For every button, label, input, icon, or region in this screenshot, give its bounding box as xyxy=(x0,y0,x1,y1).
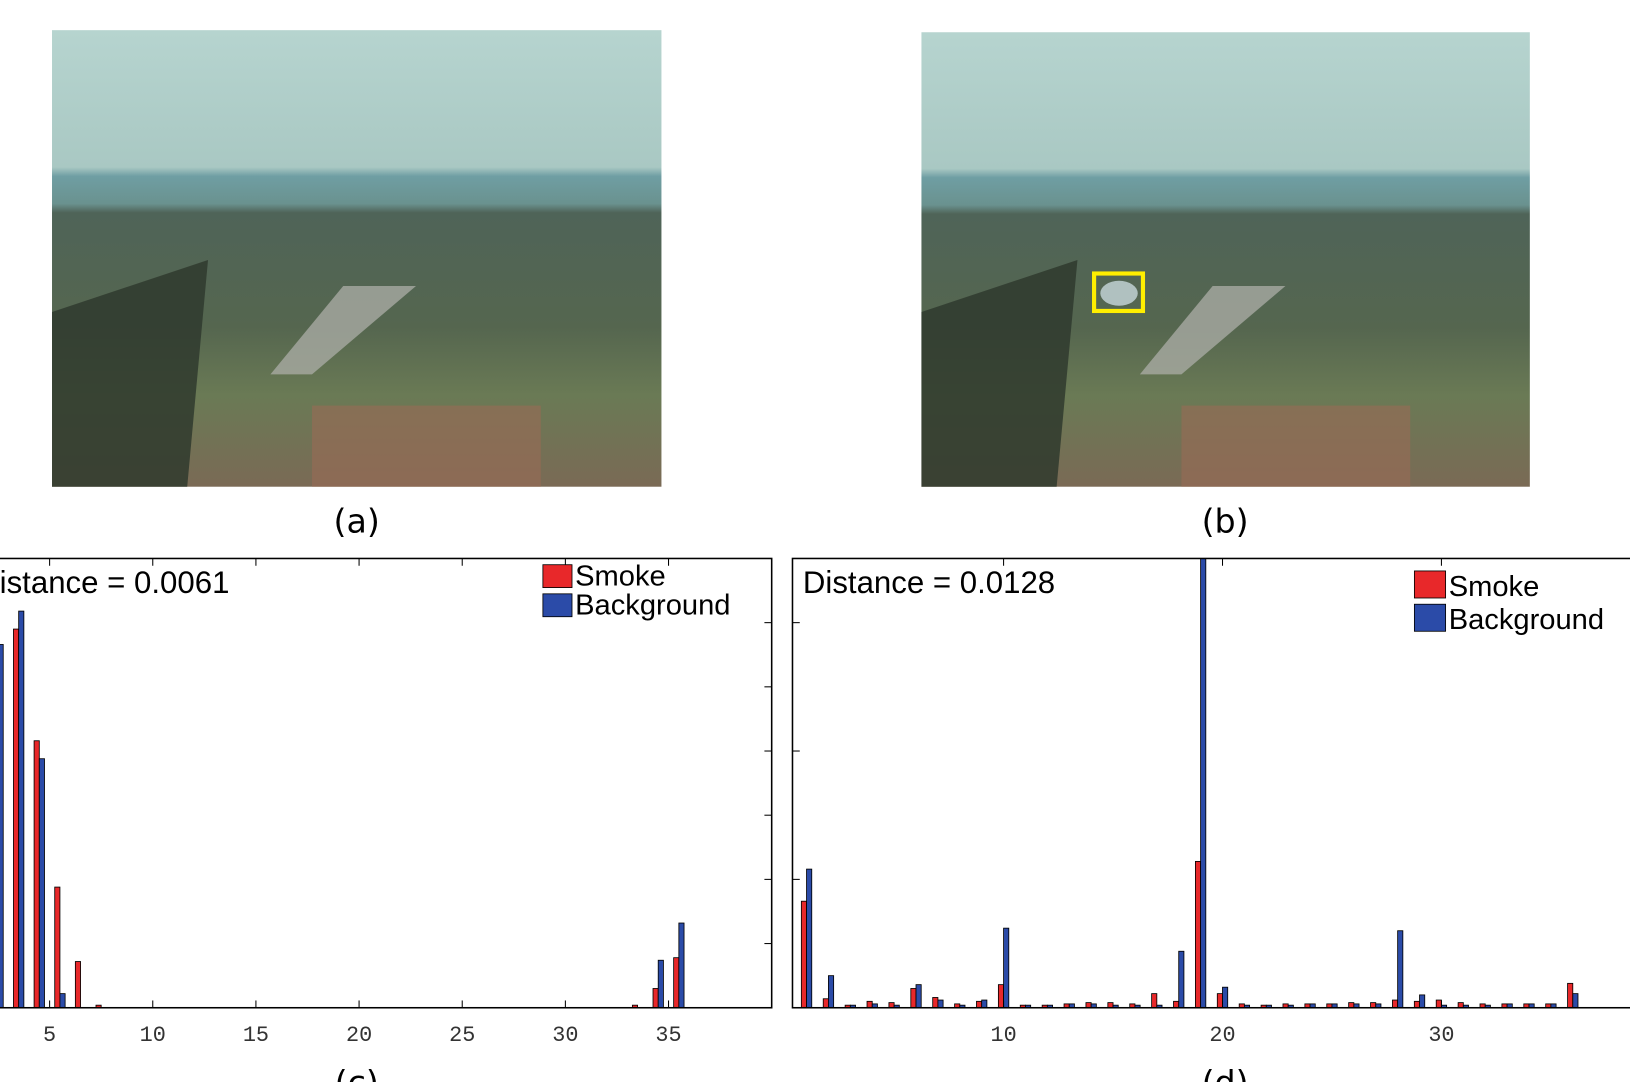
bar xyxy=(33,740,40,1009)
x-tick-label: 30 xyxy=(552,1023,578,1048)
bar xyxy=(800,900,807,1009)
bar xyxy=(1003,927,1010,1009)
bar xyxy=(915,984,922,1009)
bar xyxy=(678,922,685,1009)
bar xyxy=(1567,982,1574,1009)
x-tick-label: 30 xyxy=(1428,1023,1454,1048)
bar xyxy=(1200,558,1207,1009)
bar xyxy=(828,975,835,1009)
caption: (d) xyxy=(1202,1063,1249,1082)
bar xyxy=(932,997,939,1009)
bar xyxy=(1413,1000,1420,1009)
bar xyxy=(1151,993,1158,1009)
bar xyxy=(38,758,45,1009)
photo-a xyxy=(52,30,662,487)
bar xyxy=(657,959,664,1009)
bar xyxy=(981,999,988,1009)
legend-swatch xyxy=(542,593,573,618)
bar xyxy=(1572,993,1579,1009)
bar xyxy=(74,961,81,1009)
chart-title: Distance = 0.0128 xyxy=(803,565,1055,600)
bar xyxy=(806,868,813,1009)
axes-box xyxy=(0,557,773,1009)
x-tick-label: 20 xyxy=(346,1023,372,1048)
caption: (a) xyxy=(334,501,380,540)
legend-swatch xyxy=(1413,570,1447,599)
axes-box xyxy=(791,557,1630,1009)
bar xyxy=(0,644,4,1009)
detection-box xyxy=(1091,271,1146,314)
bar xyxy=(997,984,1004,1009)
bar xyxy=(910,988,917,1009)
bar xyxy=(1216,993,1223,1009)
bar xyxy=(18,610,25,1009)
bar xyxy=(1173,1000,1180,1009)
bar xyxy=(1419,994,1426,1009)
bar xyxy=(652,988,659,1009)
x-tick-label: 5 xyxy=(43,1023,56,1048)
bar xyxy=(673,957,680,1009)
photo-b xyxy=(921,32,1530,487)
x-tick-label: 10 xyxy=(140,1023,166,1048)
x-tick-label: 15 xyxy=(243,1023,269,1048)
legend-label: Smoke xyxy=(1449,571,1540,603)
chart-title: Distance = 0.0061 xyxy=(0,565,229,600)
x-tick-label: 35 xyxy=(655,1023,681,1048)
bar xyxy=(866,1000,873,1009)
x-tick-label: 25 xyxy=(449,1023,475,1048)
legend-label: Background xyxy=(575,590,730,622)
bar xyxy=(1222,986,1229,1009)
legend-swatch xyxy=(542,564,573,589)
bar xyxy=(59,993,66,1009)
x-tick-label: 20 xyxy=(1209,1023,1235,1048)
bar xyxy=(1435,999,1442,1009)
bar xyxy=(1397,930,1404,1009)
legend-label: Smoke xyxy=(575,561,666,593)
bar xyxy=(1194,860,1202,1009)
x-tick-label: 10 xyxy=(990,1023,1016,1048)
bar xyxy=(822,998,829,1009)
legend-label: Background xyxy=(1449,604,1604,636)
legend-swatch xyxy=(1413,603,1447,632)
bar xyxy=(13,628,20,1009)
bar xyxy=(1178,950,1185,1009)
caption: (b) xyxy=(1202,501,1249,540)
bar xyxy=(937,999,944,1009)
bar xyxy=(1392,999,1399,1009)
caption: (c) xyxy=(335,1063,379,1082)
bar xyxy=(976,1000,983,1009)
bar xyxy=(54,886,61,1009)
